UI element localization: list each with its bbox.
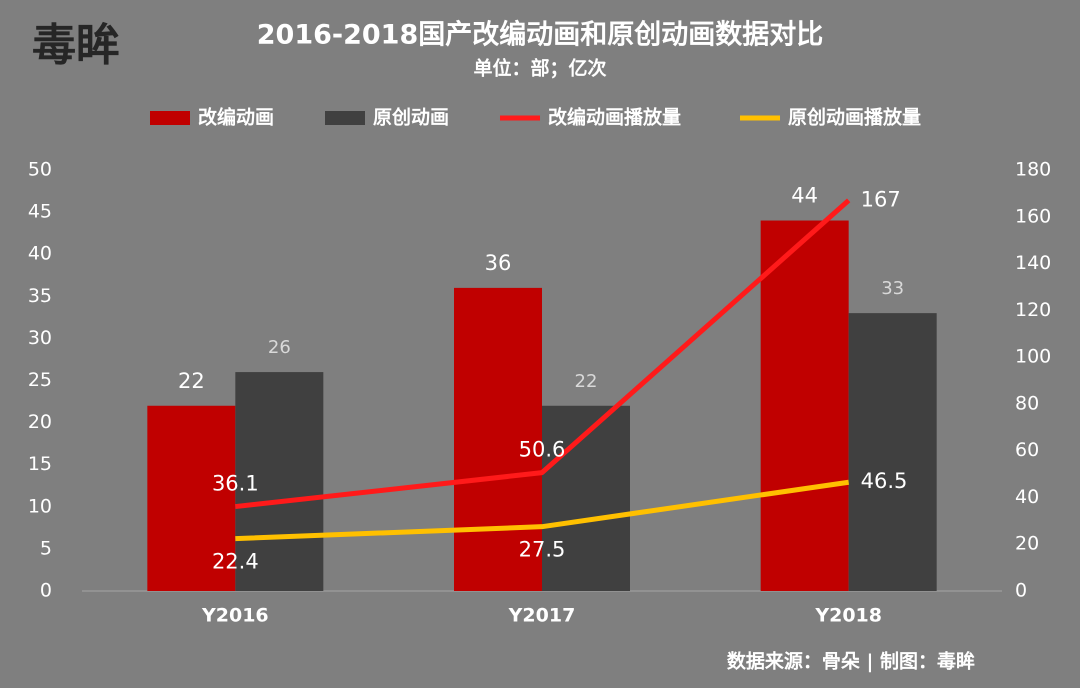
y2-tick-label: 20 <box>1015 533 1039 555</box>
data-label: 46.5 <box>861 469 908 493</box>
legend-label: 改编动画 <box>198 106 274 129</box>
data-label: 26 <box>268 337 291 358</box>
legend-swatch <box>150 111 190 125</box>
y-tick-label: 30 <box>28 327 52 349</box>
line <box>235 479 850 542</box>
data-label: 50.6 <box>519 438 566 462</box>
y2-tick-label: 80 <box>1015 392 1039 414</box>
y-tick-label: 10 <box>28 495 52 517</box>
data-label: 33 <box>881 278 904 299</box>
legend-label: 原创动画播放量 <box>788 106 921 129</box>
line <box>235 198 851 510</box>
bar <box>235 372 324 591</box>
y2-tick-label: 0 <box>1015 580 1027 602</box>
bar <box>147 405 236 591</box>
y2-tick-label: 160 <box>1015 205 1051 227</box>
y2-tick-label: 180 <box>1015 159 1051 181</box>
data-label: 36.1 <box>212 472 259 496</box>
bar <box>760 220 849 591</box>
chart-title: 2016-2018国产改编动画和原创动画数据对比 <box>257 19 824 51</box>
y-tick-label: 40 <box>28 243 52 265</box>
data-label: 27.5 <box>519 538 566 562</box>
y2-tick-label: 40 <box>1015 486 1039 508</box>
data-label: 36 <box>485 251 512 275</box>
bar <box>848 313 937 591</box>
logo: 毒眸 <box>32 20 120 71</box>
legend-label: 原创动画 <box>373 106 449 129</box>
data-label: 22.4 <box>212 550 259 574</box>
y-tick-label: 35 <box>28 285 52 307</box>
y-tick-label: 25 <box>28 369 52 391</box>
source-note: 数据来源：骨朵 | 制图：毒眸 <box>727 650 975 673</box>
data-label: 167 <box>861 187 901 211</box>
y-tick-label: 45 <box>28 201 52 223</box>
legend-swatch <box>325 111 365 125</box>
y2-tick-label: 140 <box>1015 252 1051 274</box>
data-label: 22 <box>575 371 598 392</box>
x-tick-label: Y2016 <box>201 605 269 627</box>
y-tick-label: 50 <box>28 159 52 181</box>
y-tick-label: 15 <box>28 453 52 475</box>
data-label: 44 <box>791 184 818 208</box>
x-tick-label: Y2018 <box>814 605 882 627</box>
data-label: 22 <box>178 369 205 393</box>
y2-tick-label: 60 <box>1015 439 1039 461</box>
legend-label: 改编动画播放量 <box>548 106 681 129</box>
y2-tick-label: 120 <box>1015 299 1051 321</box>
x-tick-label: Y2017 <box>508 605 576 627</box>
y-tick-label: 0 <box>40 580 52 602</box>
y-tick-label: 5 <box>40 537 52 559</box>
chart-subtitle: 单位：部；亿次 <box>473 57 606 80</box>
y2-tick-label: 100 <box>1015 346 1051 368</box>
bar <box>454 287 542 591</box>
y-tick-label: 20 <box>28 411 52 433</box>
